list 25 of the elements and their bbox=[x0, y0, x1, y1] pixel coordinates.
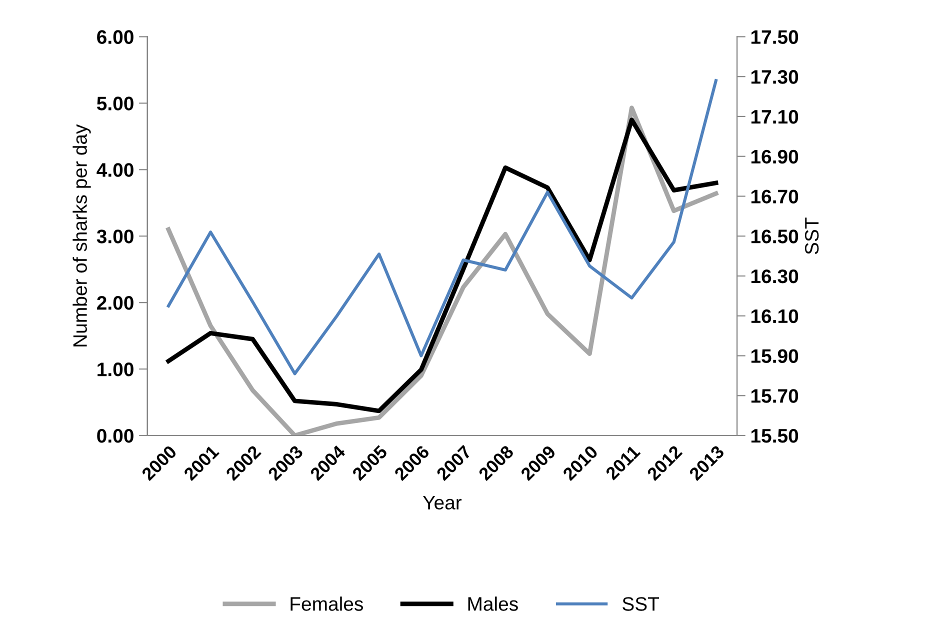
y2-tick-label: 17.50 bbox=[751, 30, 798, 44]
y2-tick-label: 15.90 bbox=[751, 349, 798, 363]
legend-label: Females bbox=[290, 596, 363, 611]
legend-label: Males bbox=[468, 596, 518, 611]
y2-tick-label: 16.90 bbox=[751, 150, 798, 164]
y-tick-label: 6.00 bbox=[97, 30, 134, 44]
y2-tick-label: 15.70 bbox=[751, 389, 798, 403]
y-tick-label: 1.00 bbox=[98, 362, 134, 376]
line-series bbox=[166, 79, 718, 376]
y-tick-label: 5.00 bbox=[96, 96, 134, 110]
y2-tick-label: 16.50 bbox=[751, 230, 798, 244]
y2-axis-title: SST bbox=[804, 218, 819, 254]
y2-tick-label: 16.70 bbox=[751, 190, 798, 204]
y2-tick-label: 16.30 bbox=[751, 269, 798, 284]
y2-tick-label: 15.50 bbox=[751, 428, 798, 443]
y-tick-label: 0.00 bbox=[97, 428, 134, 443]
y2-tick-label: 16.10 bbox=[751, 309, 798, 324]
y2-tick-label: 17.30 bbox=[751, 70, 798, 84]
y-axis-title: Number of sharks per day bbox=[72, 124, 91, 346]
y2-tick-label: 17.10 bbox=[751, 110, 798, 124]
y-tick-label: 2.00 bbox=[97, 296, 134, 310]
y-tick-label: 3.00 bbox=[96, 230, 134, 244]
x-axis-title: Year bbox=[422, 496, 462, 510]
y-tick-label: 4.00 bbox=[96, 163, 134, 177]
legend-label: SST bbox=[622, 597, 660, 611]
